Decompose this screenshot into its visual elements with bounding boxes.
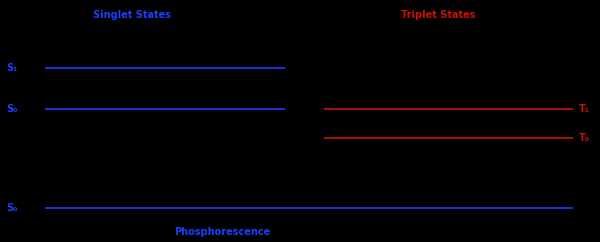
Text: S₁: S₁ [6, 63, 17, 73]
Text: T₁: T₁ [579, 104, 590, 114]
Text: S₀: S₀ [6, 203, 17, 213]
Text: Triplet States: Triplet States [401, 10, 475, 20]
Text: Phosphorescence: Phosphorescence [174, 227, 270, 237]
Text: S₀: S₀ [6, 104, 17, 114]
Text: T₀: T₀ [579, 133, 590, 143]
Text: Singlet States: Singlet States [93, 10, 171, 20]
